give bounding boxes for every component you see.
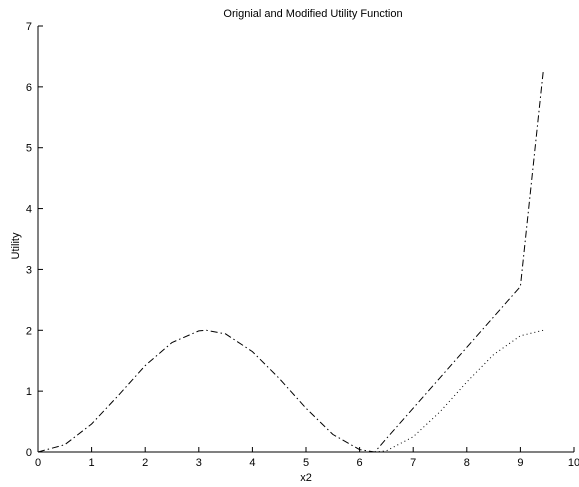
x-tick-label: 6 [357, 457, 363, 469]
modified-utility-line [374, 329, 544, 453]
y-tick-label: 4 [26, 204, 32, 216]
y-tick-label: 6 [26, 82, 32, 94]
x-tick-label: 4 [249, 457, 255, 469]
y-axis-ticks: 0 1 2 3 4 5 6 7 [26, 21, 43, 459]
y-tick-label: 7 [26, 21, 32, 33]
x-tick-label: 0 [35, 457, 41, 469]
x-tick-label: 8 [464, 457, 470, 469]
x-axis-ticks: 0 1 2 3 4 5 6 7 8 9 10 [35, 447, 579, 469]
x-tick-label: 10 [568, 457, 579, 469]
y-tick-label: 2 [26, 325, 32, 337]
y-tick-label: 5 [26, 143, 32, 155]
x-tick-label: 9 [517, 457, 523, 469]
y-axis-label: Utility [10, 232, 22, 259]
original-utility-line [37, 71, 544, 453]
x-tick-label: 2 [142, 457, 148, 469]
x-tick-label: 3 [196, 457, 202, 469]
x-tick-label: 7 [410, 457, 416, 469]
y-tick-label: 1 [26, 386, 32, 398]
x-axis-label: x2 [300, 472, 312, 484]
y-tick-label: 3 [26, 264, 32, 276]
x-tick-label: 5 [303, 457, 309, 469]
x-tick-label: 1 [89, 457, 95, 469]
chart-title: Orignial and Modified Utility Function [223, 8, 402, 20]
series-layer [37, 71, 544, 453]
y-tick-label: 0 [26, 447, 32, 459]
